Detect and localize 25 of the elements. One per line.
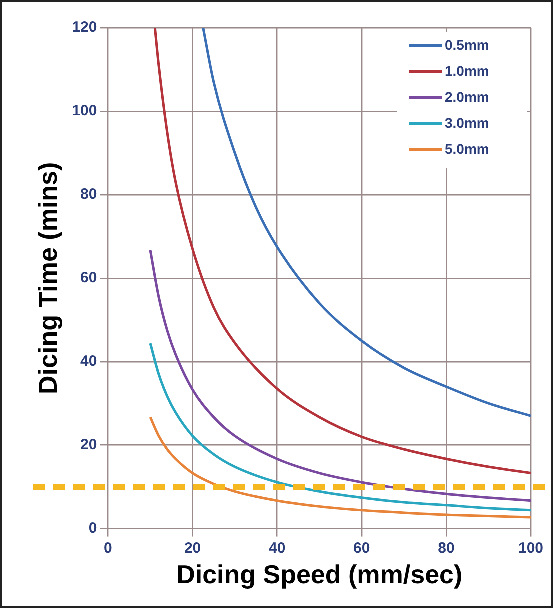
legend-label: 1.0mm bbox=[445, 62, 490, 79]
x-tick-label: 80 bbox=[438, 540, 455, 557]
legend-label: 0.5mm bbox=[445, 36, 490, 53]
line-series bbox=[149, 416, 531, 519]
y-tick-label: 80 bbox=[80, 186, 98, 204]
line-series bbox=[149, 342, 531, 512]
x-tick-label: 100 bbox=[518, 540, 544, 557]
x-tick-label: 60 bbox=[354, 540, 370, 557]
y-tick-label: 120 bbox=[72, 19, 98, 36]
x-tick-label: 20 bbox=[184, 540, 202, 557]
legend-label: 2.0mm bbox=[445, 88, 490, 105]
y-tick-label: 60 bbox=[80, 270, 98, 287]
legend-label: 3.0mm bbox=[445, 114, 490, 131]
line-series bbox=[149, 249, 531, 502]
line-series bbox=[202, 28, 531, 418]
line-series bbox=[154, 28, 531, 475]
x-tick-label: 40 bbox=[268, 540, 286, 557]
y-tick-label: 100 bbox=[72, 102, 98, 120]
y-tick-label: 0 bbox=[88, 520, 98, 537]
y-tick-label: 40 bbox=[80, 353, 98, 370]
x-tick-label: 0 bbox=[104, 540, 112, 557]
x-axis-title: Dicing Speed (mm/sec) bbox=[176, 560, 463, 590]
legend-label: 5.0mm bbox=[445, 140, 490, 157]
y-axis-title: Dicing Time (mins) bbox=[32, 162, 63, 394]
y-tick-label: 20 bbox=[80, 436, 98, 454]
